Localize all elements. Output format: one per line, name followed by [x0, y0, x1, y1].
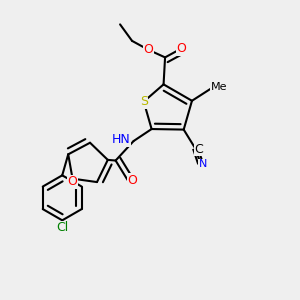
Text: O: O — [68, 175, 77, 188]
Text: O: O — [127, 173, 137, 187]
Text: O: O — [177, 42, 187, 55]
Text: Cl: Cl — [56, 221, 68, 234]
Text: HN: HN — [112, 133, 130, 146]
Text: S: S — [140, 95, 148, 108]
Text: O: O — [144, 44, 154, 56]
Text: C: C — [194, 142, 203, 156]
Text: N: N — [199, 159, 207, 169]
Text: Me: Me — [211, 82, 227, 92]
